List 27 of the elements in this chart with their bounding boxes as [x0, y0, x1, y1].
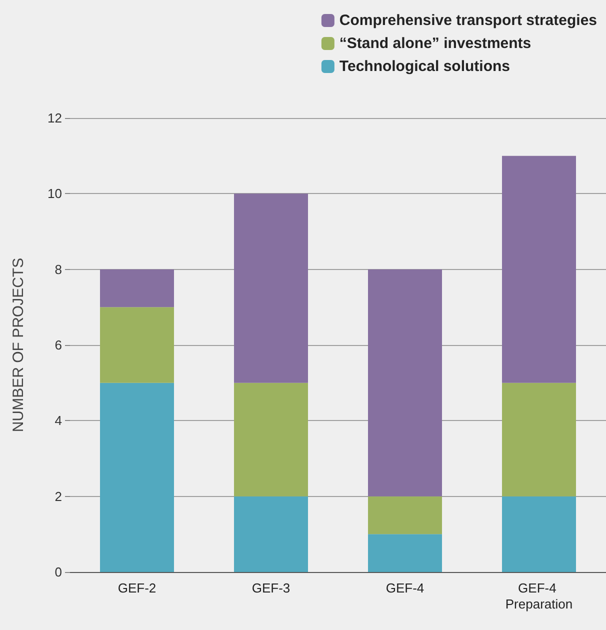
bar	[368, 496, 442, 534]
legend-label: Comprehensive transport strategies	[339, 12, 597, 29]
x-tick-label: GEF-2	[118, 580, 156, 596]
bar	[502, 156, 576, 383]
bar	[234, 382, 308, 496]
legend-label: Technological solutions	[339, 58, 510, 75]
x-tick-label: GEF-3	[252, 580, 290, 596]
y-tick-label: 12	[48, 110, 62, 126]
bar	[502, 382, 576, 496]
bar	[502, 496, 576, 572]
legend-label: “Stand alone” investments	[339, 35, 532, 52]
y-tick-label: 4	[54, 413, 62, 428]
y-tick-label: 0	[54, 564, 62, 580]
bar	[368, 269, 442, 496]
y-tick-label: 2	[54, 488, 62, 504]
bar	[100, 307, 174, 383]
bar	[234, 194, 308, 383]
bar	[234, 496, 308, 572]
y-tick-label: 6	[54, 338, 62, 352]
x-tick-label: GEF-4 Preparation	[505, 580, 573, 612]
y-tick-label: 10	[48, 186, 62, 202]
bar	[100, 382, 174, 572]
bar	[368, 534, 442, 572]
x-tick-label: GEF-4	[386, 580, 424, 596]
y-tick-label: 8	[54, 262, 62, 277]
bar	[100, 269, 174, 308]
y-axis-title: NUMBER OF PROJECTS	[10, 258, 27, 432]
